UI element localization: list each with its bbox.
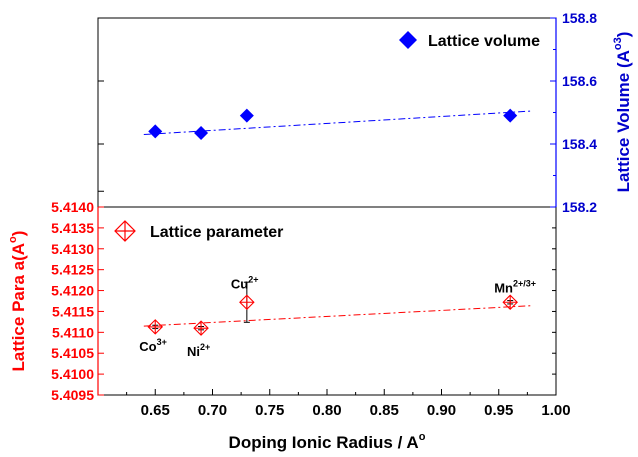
legend-bottom-marker xyxy=(114,220,136,242)
parameter-point-3 xyxy=(502,294,518,311)
ion-label-base-0: Co xyxy=(139,339,156,354)
left-tick-label-8: 5.4135 xyxy=(51,220,94,236)
ion-label-base-2: Cu xyxy=(231,276,248,291)
x-tick-label-7: 1.00 xyxy=(541,402,570,419)
ticks-layer: 0.65 0.70 0.75 0.80 0.85 0.90 0.95 1.00 5.4095 5.… xyxy=(51,10,597,419)
volume-point-0 xyxy=(148,124,163,139)
x-tick-label-6: 0.95 xyxy=(484,402,513,419)
parameter-point-0 xyxy=(147,319,164,335)
left-tick-label-1: 5.4100 xyxy=(51,366,94,382)
x-tick-label-1: 0.70 xyxy=(198,402,227,419)
parameter-point-1 xyxy=(193,320,209,336)
x-tick-label-3: 0.80 xyxy=(312,402,341,419)
left-tick-label-6: 5.4125 xyxy=(51,262,94,278)
left-axis-label-main: Lattice Para a(A xyxy=(9,243,28,372)
x-tick-label-2: 0.75 xyxy=(255,402,284,419)
left-axis-label-close: ) xyxy=(9,231,28,237)
left-tick-label-4: 5.4115 xyxy=(52,303,94,319)
volume-point-3 xyxy=(503,108,518,123)
right-tick-label-0: 158.2 xyxy=(562,199,597,215)
top-fit-line xyxy=(143,110,534,136)
ion-label-1: Ni2+ xyxy=(187,342,210,359)
left-tick-label-2: 5.4105 xyxy=(51,345,94,361)
right-axis-label: Lattice Volume (Ao3) xyxy=(612,32,633,193)
right-axis-label-unit-sup: o xyxy=(612,43,624,50)
legend-top-label: Lattice volume xyxy=(428,33,540,50)
right-tick-label-2: 158.6 xyxy=(562,73,597,89)
left-axis-label: Lattice Para a(Ao) xyxy=(7,231,28,372)
right-tick-label-1: 158.4 xyxy=(562,136,597,152)
ion-label-base-1: Ni xyxy=(187,344,200,359)
left-tick-label-0: 5.4095 xyxy=(51,387,94,403)
legend-top-marker xyxy=(399,31,417,49)
bottom-fit-line xyxy=(143,305,534,327)
right-axis-label-exp-sup: 3 xyxy=(612,37,624,43)
annotations: Co3+Ni2+Cu2+Mn2+/3+ xyxy=(139,274,536,359)
ion-label-sup-1: 2+ xyxy=(200,342,210,352)
x-tick-label-5: 0.90 xyxy=(427,402,456,419)
legend-bottom: Lattice parameter xyxy=(114,220,283,242)
legend-bottom-label: Lattice parameter xyxy=(150,224,283,241)
ion-label-0: Co3+ xyxy=(139,337,167,354)
left-tick-label-3: 5.4110 xyxy=(52,324,94,340)
parameter-point-2 xyxy=(239,294,255,311)
ion-label-sup-0: 3+ xyxy=(157,337,167,347)
ion-label-base-3: Mn xyxy=(494,280,513,295)
ion-label-2: Cu2+ xyxy=(231,274,259,291)
data-points xyxy=(147,108,518,336)
x-tick-label-4: 0.85 xyxy=(370,402,399,419)
x-axis-label-main: Doping Ionic Radius / A xyxy=(229,433,419,452)
ion-label-sup-3: 2+/3+ xyxy=(513,278,536,288)
left-tick-label-5: 5.4120 xyxy=(51,283,94,299)
left-tick-label-9: 5.4140 xyxy=(51,199,94,215)
left-tick-label-7: 5.4130 xyxy=(51,241,94,257)
left-axis-label-sup: o xyxy=(7,236,19,243)
right-axis-label-main: Lattice Volume (A xyxy=(614,50,633,192)
ion-label-3: Mn2+/3+ xyxy=(494,278,536,295)
ion-label-sup-2: 2+ xyxy=(248,274,258,284)
x-axis-label: Doping Ionic Radius / Ao xyxy=(229,431,426,452)
right-tick-label-3: 158.8 xyxy=(562,10,597,26)
x-tick-label-0: 0.65 xyxy=(141,402,170,419)
fit-lines xyxy=(143,110,534,327)
volume-point-2 xyxy=(239,108,254,123)
right-axis-label-close: ) xyxy=(614,32,633,38)
x-axis-label-sup: o xyxy=(419,431,426,443)
volume-point-1 xyxy=(194,125,209,140)
legend-top: Lattice volume xyxy=(399,31,540,50)
